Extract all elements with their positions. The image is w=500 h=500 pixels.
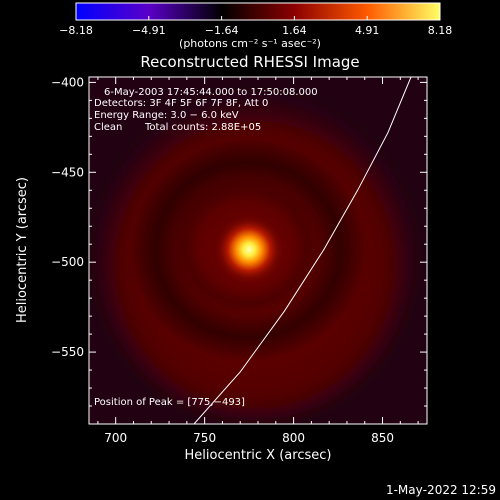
x-tick-label: 800	[282, 431, 305, 445]
image-heatmap	[89, 77, 427, 424]
total-counts-text: Total counts: 2.88E+05	[145, 122, 262, 133]
y-tick-label: −400	[51, 75, 84, 89]
colorbar-tick-label: 4.91	[355, 24, 380, 37]
timestamp: 1‑May‑2022 12:59	[385, 483, 496, 497]
y-tick-label: −450	[51, 165, 84, 179]
colorbar-units-label: (photons cm⁻² s⁻¹ asec⁻²)	[179, 37, 321, 50]
y-axis-label: Heliocentric Y (arcsec)	[15, 177, 30, 323]
emission-inner-ring	[176, 180, 316, 312]
colorbar-tick-label: −8.18	[59, 24, 93, 37]
emission-peak	[215, 215, 284, 284]
colorbar	[76, 3, 440, 20]
chart-title: Reconstructed RHESSI Image	[140, 53, 360, 71]
energy-range-text: Energy Range: 3.0 − 6.0 keV	[94, 110, 239, 121]
peak-position-text: Position of Peak = [775,−493]	[94, 397, 245, 408]
x-tick-label: 750	[193, 431, 216, 445]
axis-ticks: 700 750 800 850 −400 −450 −500 −550	[51, 75, 427, 445]
colorbar-frame	[75, 2, 441, 21]
solar-limb-curve	[193, 77, 412, 424]
y-tick-label: −550	[51, 345, 84, 359]
detectors-text: Detectors: 3F 4F 5F 6F 7F 8F, Att 0	[94, 98, 269, 109]
colorbar-tick-label: 8.18	[428, 24, 453, 37]
y-tick-label: −500	[51, 255, 84, 269]
x-axis-label: Heliocentric X (arcsec)	[185, 448, 332, 463]
time-range-text: 6‑May‑2003 17:45:44.000 to 17:50:08.000	[104, 87, 318, 98]
x-tick-label: 700	[104, 431, 127, 445]
colorbar-tick-label: −1.64	[205, 24, 239, 37]
clean-text: Clean	[94, 122, 123, 133]
colorbar-tick-label: −4.91	[132, 24, 166, 37]
x-tick-label: 850	[371, 431, 394, 445]
colorbar-ticks: −8.18 −4.91 −1.64 1.64 4.91 8.18	[59, 16, 452, 37]
colorbar-tick-label: 1.64	[282, 24, 307, 37]
